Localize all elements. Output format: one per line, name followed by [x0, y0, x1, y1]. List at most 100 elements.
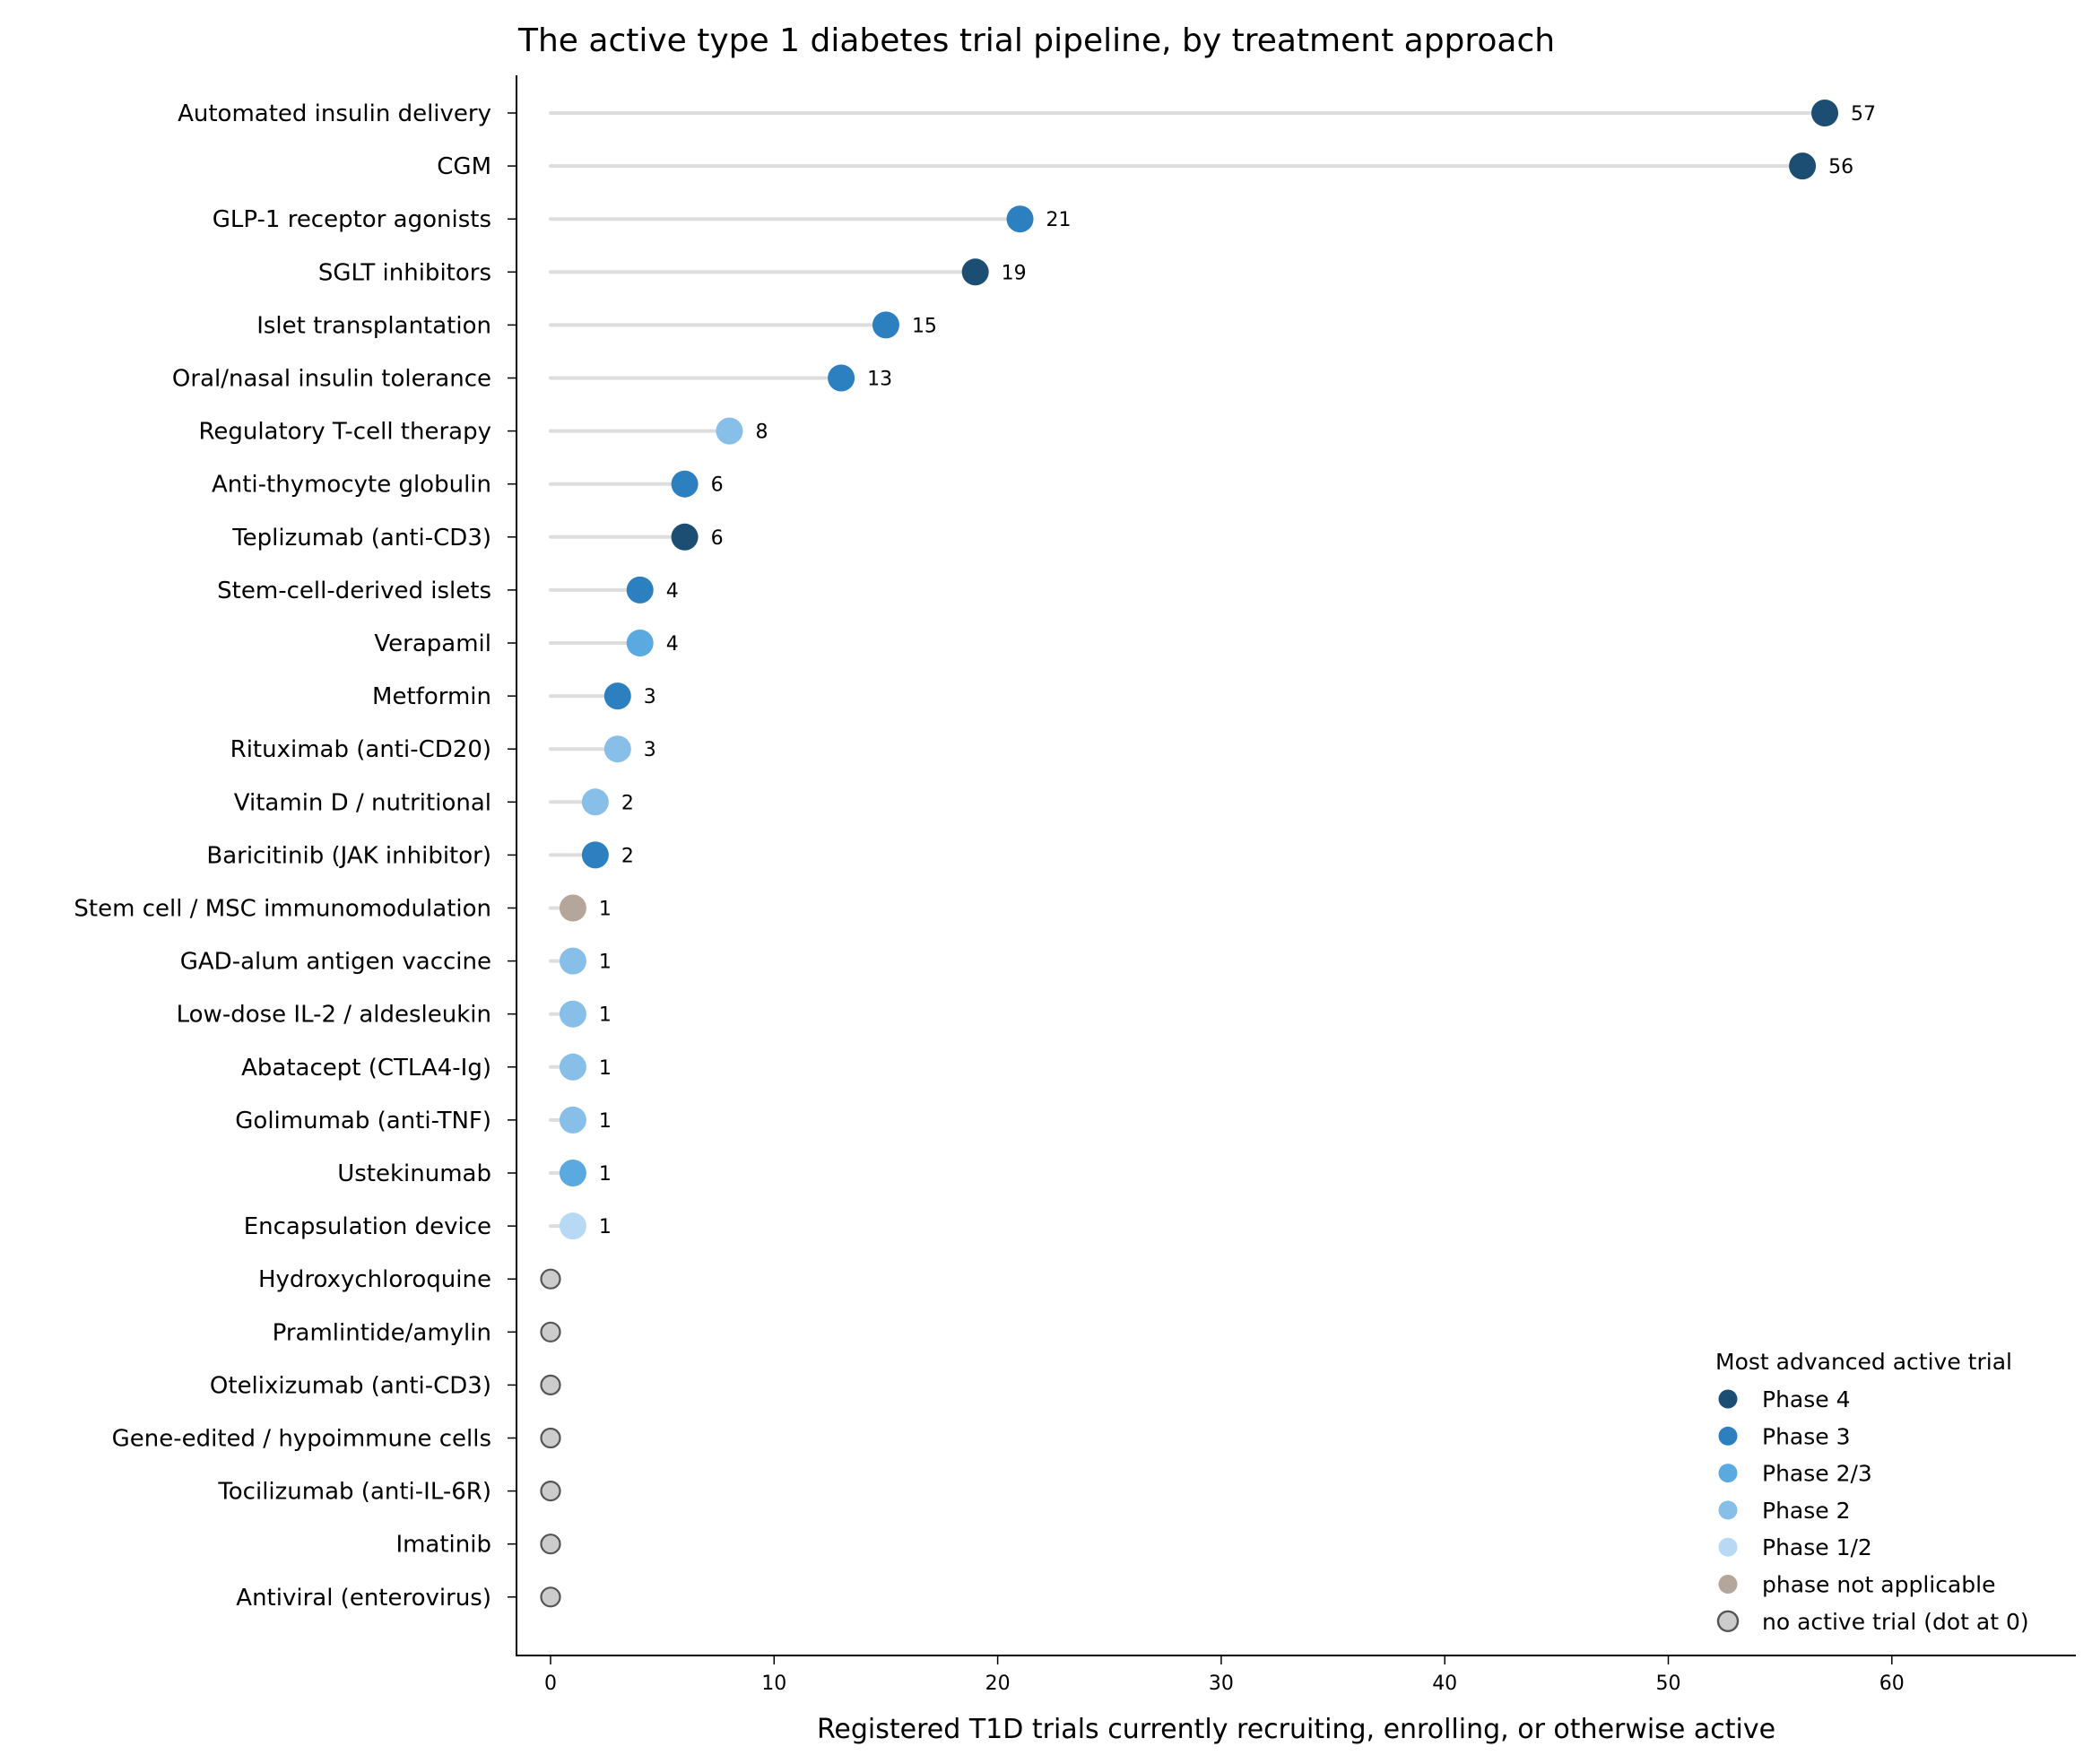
x-tick-label: 30 — [1209, 1673, 1234, 1695]
data-point — [540, 1321, 561, 1343]
y-tick-label: Rituximab (anti-CD20) — [230, 736, 491, 763]
data-point — [540, 1586, 561, 1608]
data-point — [671, 523, 699, 551]
data-point — [603, 735, 631, 763]
legend-label: Phase 3 — [1762, 1423, 1851, 1449]
y-tick-label: Baricitinib (JAK inhibitor) — [206, 842, 491, 869]
y-tick-label: Metformin — [372, 683, 491, 710]
data-point — [1789, 152, 1817, 180]
y-tick-label: Anti-thymocyte globulin — [212, 472, 491, 499]
y-tick-label: Imatinib — [395, 1532, 491, 1559]
x-tick-label: 20 — [985, 1673, 1011, 1695]
x-tick-label: 10 — [761, 1673, 786, 1695]
data-point — [559, 1160, 586, 1186]
y-tick-label: Stem-cell-derived islets — [217, 578, 491, 604]
y-tick-label: Antiviral (enterovirus) — [236, 1585, 491, 1612]
legend-title: Most advanced active trial — [1715, 1349, 2012, 1375]
data-value-label: 1 — [599, 1163, 612, 1186]
legend-label: Phase 2/3 — [1762, 1461, 1872, 1487]
data-value-label: 56 — [1828, 156, 1853, 178]
data-point — [961, 258, 989, 286]
data-point — [1811, 100, 1839, 126]
data-point — [626, 630, 654, 656]
data-value-label: 1 — [599, 1004, 612, 1027]
data-value-label: 3 — [644, 739, 656, 761]
data-point — [1006, 205, 1034, 233]
data-point — [540, 1534, 561, 1555]
x-tick-label: 0 — [544, 1673, 557, 1695]
y-tick-label: Stem cell / MSC immunomodulation — [74, 896, 491, 923]
data-point — [603, 682, 631, 710]
y-tick-label: Tocilizumab (anti-IL-6R) — [217, 1479, 491, 1506]
data-point — [828, 364, 855, 392]
y-tick-label: Gene-edited / hypoimmune cells — [112, 1426, 491, 1453]
data-value-label: 13 — [867, 369, 892, 391]
chart-title: The active type 1 diabetes trial pipelin… — [517, 22, 1555, 59]
y-tick-label: Vitamin D / nutritional — [234, 789, 491, 816]
data-point — [540, 1374, 561, 1396]
data-point — [540, 1268, 561, 1290]
data-value-label: 57 — [1851, 103, 1876, 126]
y-tick-label: SGLT inhibitors — [318, 259, 491, 286]
y-tick-label: Abatacept (CTLA4-Ig) — [241, 1055, 491, 1082]
legend-label: Phase 1/2 — [1762, 1534, 1872, 1560]
y-tick-label: Otelixizumab (anti-CD3) — [210, 1372, 491, 1399]
legend-swatch — [1718, 1500, 1738, 1520]
y-tick-label: Golimumab (anti-TNF) — [235, 1108, 491, 1134]
data-point — [626, 576, 654, 604]
data-value-label: 4 — [666, 633, 679, 656]
data-value-label: 1 — [599, 899, 612, 921]
y-tick-label: Hydroxychloroquine — [258, 1266, 491, 1293]
data-value-label: 1 — [599, 1110, 612, 1133]
legend-swatch — [1718, 1464, 1738, 1483]
x-axis-ticks: 0 10 20 30 40 50 60 — [544, 1655, 1905, 1695]
data-value-label: 6 — [711, 527, 724, 550]
data-value-label: 8 — [755, 421, 768, 444]
y-tick-label: Oral/nasal insulin tolerance — [172, 366, 491, 393]
y-tick-label: Automated insulin delivery — [178, 100, 491, 127]
y-tick-label: Encapsulation device — [244, 1213, 491, 1240]
data-point — [581, 788, 609, 816]
data-point — [671, 470, 699, 498]
data-point — [581, 841, 609, 869]
data-value-label: 21 — [1046, 209, 1072, 231]
y-tick-label: Regulatory T-cell therapy — [198, 419, 491, 446]
legend-swatch — [1718, 1575, 1738, 1594]
stems-layer — [549, 111, 1827, 1229]
data-value-label: 4 — [666, 580, 679, 603]
data-value-label: 3 — [644, 686, 656, 708]
data-point — [559, 1212, 586, 1240]
y-tick-label: Islet transplantation — [256, 312, 491, 339]
data-point — [716, 417, 743, 445]
data-point — [872, 311, 899, 339]
x-tick-label: 50 — [1656, 1673, 1681, 1695]
data-point — [540, 1427, 561, 1449]
data-value-label: 19 — [1002, 262, 1027, 284]
data-point — [559, 1000, 586, 1028]
x-axis-label: Registered T1D trials currently recruiti… — [817, 1714, 1775, 1745]
legend-label: no active trial (dot at 0) — [1762, 1609, 2029, 1635]
x-tick-label: 60 — [1879, 1673, 1905, 1695]
data-point — [559, 1106, 586, 1134]
y-tick-label: GAD-alum antigen vaccine — [180, 949, 491, 976]
data-value-label: 15 — [912, 315, 937, 337]
data-value-label: 1 — [599, 1216, 612, 1238]
x-tick-label: 40 — [1432, 1673, 1457, 1695]
y-tick-label: Verapamil — [374, 630, 491, 657]
data-value-label: 2 — [621, 792, 634, 814]
legend: Most advanced active trial Phase 4 Phase … — [1715, 1349, 2029, 1635]
data-value-label: 2 — [621, 845, 634, 867]
legend-label: Phase 2 — [1762, 1498, 1851, 1524]
legend-swatch — [1718, 1389, 1738, 1409]
dots-layer — [540, 100, 1839, 1608]
y-tick-label: Low-dose IL-2 / aldesleukin — [177, 1002, 491, 1029]
data-value-label: 1 — [599, 1057, 612, 1080]
y-tick-label: Teplizumab (anti-CD3) — [231, 525, 491, 552]
y-tick-label: GLP-1 receptor agonists — [213, 206, 491, 233]
data-value-label: 1 — [599, 952, 612, 974]
data-value-label: 6 — [711, 474, 724, 497]
y-tick-label: CGM — [437, 153, 491, 180]
legend-swatch — [1716, 1610, 1740, 1633]
